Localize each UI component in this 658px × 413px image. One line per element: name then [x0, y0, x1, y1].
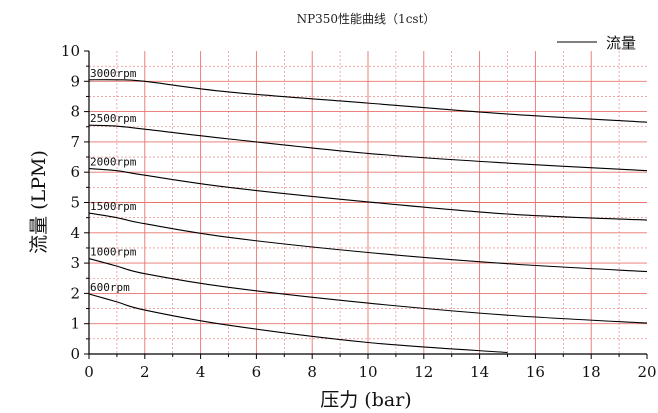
series-line-600rpm: [88, 293, 508, 354]
y-tick-label: 2: [70, 284, 80, 302]
series-label-3000rpm: 3000rpm: [90, 67, 137, 80]
x-axis-label: 压力 (bar): [320, 389, 411, 411]
legend: 流量: [557, 34, 636, 52]
x-tick-label: 0: [84, 363, 94, 381]
series-line-2500rpm: [88, 124, 648, 172]
x-tick-label: 6: [252, 363, 262, 381]
series-lines: 3000rpm 2500rpm 2000rpm 1500rpm 1000rpm 600rp…: [88, 67, 648, 354]
y-axis-label: 流量 (LPM): [28, 150, 50, 254]
series-label-1500rpm: 1500rpm: [90, 200, 137, 213]
x-tick-label: 20: [637, 363, 656, 381]
series-line-2000rpm: [88, 168, 648, 221]
series-line-3000rpm: [88, 79, 648, 123]
x-tick-label: 16: [526, 363, 545, 381]
series-label-1000rpm: 1000rpm: [90, 246, 137, 259]
y-tick-label: 8: [70, 103, 80, 121]
x-tick-label: 8: [307, 363, 317, 381]
x-tick-label: 10: [358, 363, 377, 381]
y-tick-label: 1: [70, 315, 80, 333]
series-line-1500rpm: [88, 212, 648, 273]
grid: [89, 51, 647, 354]
y-tick-label: 0: [70, 345, 80, 363]
y-tick-label: 5: [70, 194, 80, 212]
y-tick-label: 9: [70, 72, 80, 90]
x-tick-label: 14: [470, 363, 489, 381]
y-tick-label: 3: [70, 254, 80, 272]
x-tick-label: 2: [140, 363, 150, 381]
x-tick-label: 12: [414, 363, 433, 381]
series-label-2000rpm: 2000rpm: [90, 156, 137, 169]
series-line-1000rpm: [88, 258, 648, 324]
series-label-2500rpm: 2500rpm: [90, 112, 137, 125]
y-tick-label: 6: [70, 163, 80, 181]
x-tick-label: 18: [582, 363, 601, 381]
chart-title: NP350性能曲线（1cst）: [297, 12, 436, 26]
y-tick-label: 10: [61, 42, 80, 60]
y-tick-label: 4: [70, 224, 80, 242]
legend-entry: 流量: [606, 34, 636, 52]
x-tick-label: 4: [196, 363, 206, 381]
y-tick-label: 7: [70, 133, 80, 151]
series-label-600rpm: 600rpm: [90, 281, 130, 294]
axes: [84, 50, 648, 359]
